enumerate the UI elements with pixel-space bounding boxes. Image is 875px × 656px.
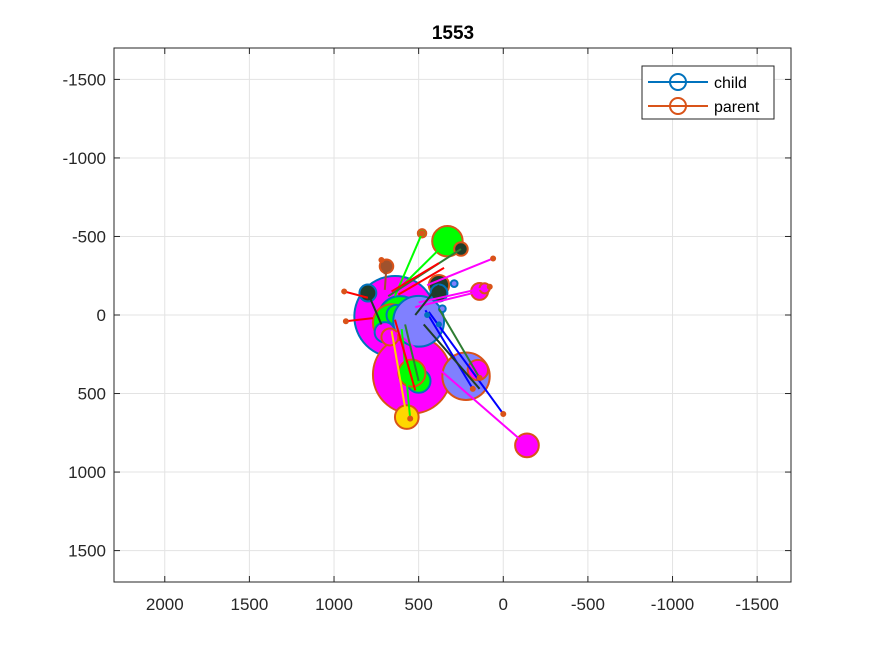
data-point <box>486 283 493 290</box>
link-segment <box>391 262 440 293</box>
plot-area <box>341 224 540 459</box>
legend-child-marker <box>669 73 687 91</box>
legend-parent-label: parent <box>714 99 760 116</box>
link-segment <box>393 319 417 391</box>
y-tick-label: -1000 <box>63 149 106 168</box>
y-tick-label: -1500 <box>63 70 106 89</box>
chart-title: 1553 <box>432 23 474 44</box>
link-segment <box>426 257 494 287</box>
legend-child-label: child <box>714 75 747 92</box>
legend: child parent <box>641 65 775 120</box>
legend-box <box>641 65 775 120</box>
link-segment <box>438 308 481 379</box>
x-tick-label: 2000 <box>146 595 184 614</box>
data-point <box>490 255 497 262</box>
x-tick-label: -1000 <box>651 595 694 614</box>
data-point <box>424 312 431 318</box>
link-segment <box>422 323 481 390</box>
link-segment <box>424 309 474 390</box>
data-point <box>469 385 476 392</box>
data-point <box>476 374 483 381</box>
data-circle <box>397 358 427 388</box>
link-segment <box>414 284 440 316</box>
data-circle <box>453 241 469 257</box>
data-point <box>435 321 442 328</box>
link-segment <box>415 290 480 309</box>
data-point <box>378 257 385 264</box>
x-tick-label: -1500 <box>735 595 778 614</box>
data-point <box>500 410 507 417</box>
link-segment <box>404 324 420 382</box>
data-circle <box>449 279 459 288</box>
link-segment <box>345 317 374 323</box>
y-tick-label: 1500 <box>68 542 106 561</box>
link-segment <box>383 266 388 290</box>
y-tick-label: 0 <box>97 306 106 325</box>
x-tick-label: 0 <box>499 595 508 614</box>
y-tick-label: -500 <box>72 227 106 246</box>
y-tick-label: 1000 <box>68 463 106 482</box>
data-point <box>342 318 349 325</box>
y-tick-label: 500 <box>78 385 106 404</box>
link-segment <box>397 267 445 296</box>
x-tick-label: 500 <box>404 595 432 614</box>
link-segment <box>395 331 528 447</box>
data-circle <box>380 327 400 347</box>
link-segment <box>366 292 383 325</box>
legend-parent-marker <box>669 97 687 115</box>
data-point <box>419 230 426 237</box>
x-tick-label: -500 <box>571 595 605 614</box>
link-segment <box>427 311 505 415</box>
link-segment <box>400 329 412 419</box>
tick-layer: 2000 1500 1000 500 0 -500 -1000 -1500 -1500 -1000… <box>63 48 791 614</box>
x-tick-label: 1500 <box>230 595 268 614</box>
link-segment <box>418 285 490 304</box>
data-point <box>407 415 414 422</box>
link-segment <box>390 330 408 418</box>
data-point <box>341 288 348 295</box>
link-segment <box>343 290 369 299</box>
x-tick-label: 1000 <box>315 595 353 614</box>
